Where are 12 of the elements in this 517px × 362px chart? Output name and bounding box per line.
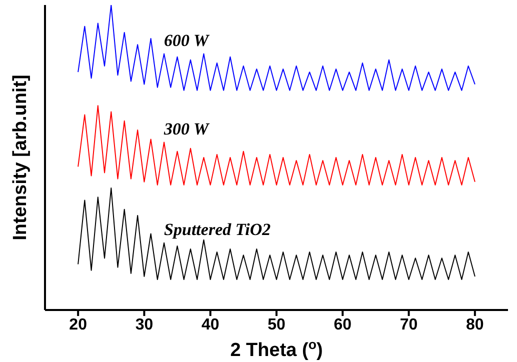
series-label: Sputtered TiO2	[164, 220, 272, 239]
y-axis-title: Intensity [arb.unit]	[10, 74, 30, 240]
x-tick-label: 40	[201, 316, 220, 334]
x-tick-label: 60	[334, 316, 352, 334]
x-tick-label: 70	[400, 316, 418, 334]
x-tick-label: 30	[135, 316, 154, 334]
series-label: 300 W	[163, 119, 210, 138]
x-axis-title: 2 Theta ($^{o}$)	[230, 336, 323, 361]
x-tick-label: 50	[268, 316, 286, 334]
series-label: 600 W	[164, 30, 210, 50]
x-tick-label: 20	[69, 316, 88, 334]
x-tick-label: 80	[466, 316, 484, 334]
